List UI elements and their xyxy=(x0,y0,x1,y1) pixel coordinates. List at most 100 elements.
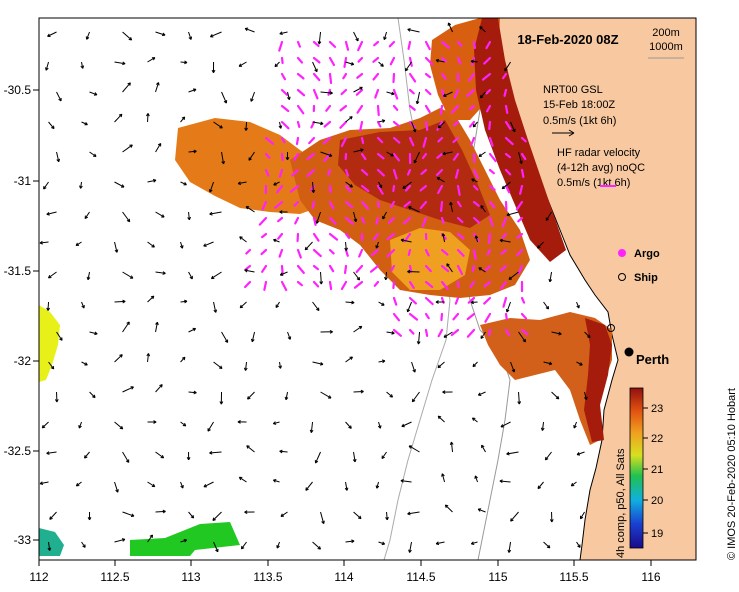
model-arrowhead xyxy=(477,508,482,512)
radar-vector xyxy=(280,56,284,65)
model-arrow xyxy=(155,322,158,333)
model-arrow xyxy=(221,331,229,343)
radar-vector xyxy=(408,136,415,147)
model-arrowhead xyxy=(221,160,226,165)
model-arrow xyxy=(209,181,215,193)
radar-vector xyxy=(435,168,444,177)
radar-vector xyxy=(264,136,275,145)
model-current-arrows xyxy=(39,22,591,553)
model-arrow xyxy=(345,61,354,65)
model-arrowhead xyxy=(449,201,453,206)
radar-vector xyxy=(408,312,419,321)
radar-vector xyxy=(483,56,492,65)
radar-vector xyxy=(311,200,316,209)
radar-vector xyxy=(312,40,320,48)
x-tick-label: 113 xyxy=(181,570,200,584)
sst-patch-perth xyxy=(480,312,612,445)
model-arrow xyxy=(383,31,388,40)
radar-vector xyxy=(488,168,495,175)
model-arrow xyxy=(345,540,355,543)
radar-vector xyxy=(340,136,348,148)
model-arrow xyxy=(378,421,381,429)
model-arrow xyxy=(437,361,445,369)
model-arrowhead xyxy=(351,539,355,544)
model-arrowhead xyxy=(477,392,482,396)
radar-vector xyxy=(520,136,527,143)
model-arrow xyxy=(474,475,479,483)
model-arrow xyxy=(518,391,520,405)
radar-vector xyxy=(472,200,480,207)
model-arrowhead xyxy=(279,210,283,214)
model-arrowhead xyxy=(193,390,197,395)
model-arrow xyxy=(316,211,322,224)
radar-vector xyxy=(484,312,492,323)
radar-vector xyxy=(325,104,332,112)
model-arrowhead xyxy=(544,456,549,461)
model-arrowhead xyxy=(413,159,418,164)
hf-radar-vectors xyxy=(244,40,529,338)
model-arrowhead xyxy=(537,245,541,249)
radar-vector xyxy=(360,216,366,224)
model-arrow xyxy=(56,91,62,102)
radar-vector xyxy=(293,200,300,207)
model-arrow xyxy=(212,511,222,521)
model-arrow xyxy=(345,116,353,123)
radar-vector xyxy=(328,200,335,210)
radar-vector xyxy=(437,136,444,143)
radar-vector xyxy=(488,328,492,337)
model-arrowhead xyxy=(402,185,406,189)
model-arrowhead xyxy=(408,549,412,553)
model-arrow xyxy=(147,295,155,303)
model-arrow xyxy=(114,538,126,543)
radar-vector xyxy=(376,200,380,209)
model-arrow xyxy=(378,181,383,188)
radar-vector xyxy=(520,152,527,161)
model-arrow xyxy=(209,211,222,215)
model-arrow xyxy=(180,421,187,427)
radar-vector xyxy=(312,232,320,242)
model-arrowhead xyxy=(274,63,279,68)
model-arrow xyxy=(378,301,385,306)
model-arrow xyxy=(353,390,364,393)
model-arrowhead xyxy=(442,151,446,156)
model-arrow xyxy=(385,271,388,280)
model-arrowhead xyxy=(470,300,474,305)
radar-vector xyxy=(356,72,364,79)
model-arrow xyxy=(81,61,84,69)
radar-vector xyxy=(469,104,476,111)
model-arrowhead xyxy=(573,425,577,429)
model-arrowhead xyxy=(317,546,321,550)
radar-vector xyxy=(328,56,336,67)
model-arrow xyxy=(279,450,288,453)
model-arrowhead xyxy=(181,356,186,361)
model-arrow xyxy=(114,181,125,188)
depth-legend-1000m: 1000m xyxy=(649,41,683,53)
model-arrow xyxy=(506,451,519,455)
model-arrowhead xyxy=(54,399,59,403)
model-arrowhead xyxy=(75,242,80,247)
model-arrowhead xyxy=(86,276,91,281)
radar-vector xyxy=(343,56,348,68)
radar-vector xyxy=(424,296,434,306)
radar-vector xyxy=(344,184,352,193)
radar-vector xyxy=(472,216,481,224)
radar-label-line3: 0.5m/s (1kt 6h) xyxy=(557,177,630,189)
radar-vector xyxy=(421,216,428,228)
model-arrowhead xyxy=(192,88,197,92)
model-arrow xyxy=(570,481,577,487)
model-arrowhead xyxy=(151,483,156,488)
model-arrow xyxy=(471,60,478,63)
radar-vector xyxy=(328,216,337,225)
model-arrowhead xyxy=(237,181,242,186)
radar-vector xyxy=(486,104,492,113)
model-arrow xyxy=(41,421,49,429)
model-arrow xyxy=(221,151,225,165)
radar-vector xyxy=(469,280,476,289)
model-arrowhead xyxy=(47,547,52,551)
radar-vector xyxy=(408,56,413,67)
model-arrow xyxy=(155,211,165,218)
model-arrowhead xyxy=(120,184,125,188)
radar-vector xyxy=(328,248,335,255)
model-arrow xyxy=(408,206,420,213)
radar-vector xyxy=(424,312,430,320)
